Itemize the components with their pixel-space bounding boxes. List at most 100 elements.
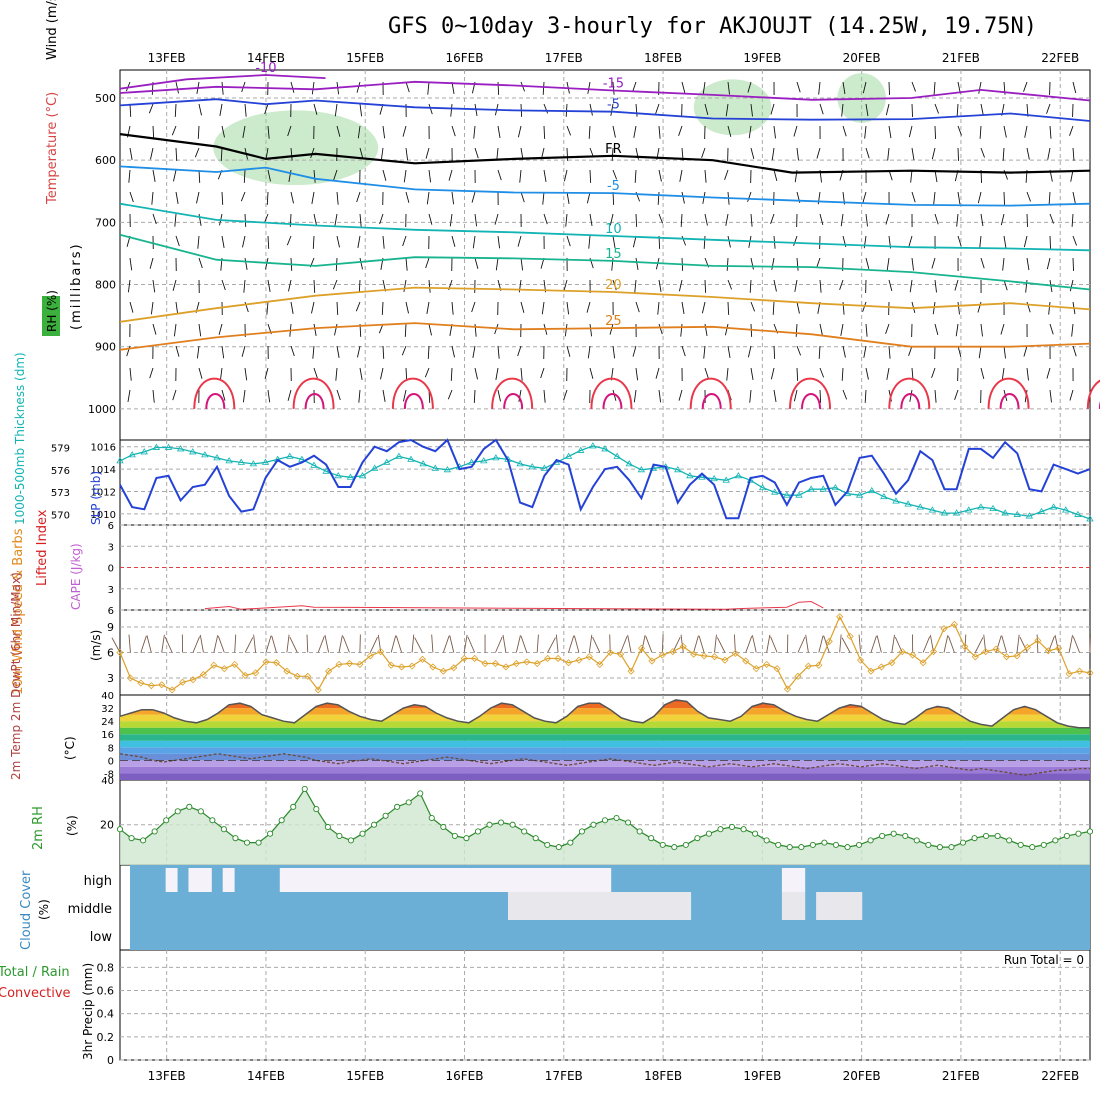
upper-wind-barb (129, 147, 133, 160)
upper-wind-barb (474, 147, 479, 159)
thickness-marker (795, 491, 803, 498)
cloud-cell-middle (553, 892, 566, 920)
upper-wind-barb (196, 191, 200, 204)
rh-marker (440, 823, 447, 831)
wind-barb (431, 634, 434, 653)
rh-marker (463, 835, 470, 842)
run-total: Run Total = 0 (1004, 953, 1084, 967)
wind-speed-marker (669, 648, 677, 656)
rh-marker (532, 835, 539, 842)
upper-wind-barb (589, 367, 594, 379)
upper-wind-barb (129, 257, 133, 271)
wind-barb (192, 636, 200, 653)
wind-speed-marker (877, 663, 885, 671)
isotherm-label-25: 25 (605, 314, 622, 329)
upper-wind-barb (658, 169, 662, 182)
rh-marker (625, 819, 632, 826)
upper-wind-barb (198, 169, 201, 183)
thickness-marker (698, 473, 706, 480)
upper-wind-barb (1023, 345, 1028, 357)
wind-barb (390, 635, 397, 653)
thickness-marker (771, 488, 779, 495)
upper-wind-barb (1047, 147, 1051, 160)
upper-wind-barb (609, 213, 614, 226)
upper-wind-barb (381, 301, 384, 315)
cloud-cell-middle (827, 892, 840, 920)
wind-speed-marker (606, 648, 614, 657)
rh-marker (382, 812, 389, 819)
upper-wind-barb (771, 257, 775, 270)
rh-marker (151, 828, 158, 835)
upper-wind-barb (221, 191, 224, 205)
upper-wind-barb (497, 125, 501, 139)
thickness-marker (358, 472, 367, 479)
upper-wind-barb (796, 345, 802, 356)
upper-wind-barb (266, 191, 269, 205)
rh-marker (821, 839, 828, 846)
upper-wind-barb (657, 301, 660, 315)
upper-wind-barb (380, 367, 384, 380)
thickness-marker (783, 491, 791, 498)
legend-lifted-index: Lifted Index (35, 509, 50, 586)
cloud-cell-high (519, 868, 532, 892)
wind-speed-marker (293, 672, 301, 680)
cloud-cell-middle (644, 892, 657, 920)
rh-marker (1052, 837, 1059, 844)
wind-speed-marker (544, 654, 552, 663)
wind-barb (797, 636, 806, 653)
wind-speed-marker (1044, 647, 1052, 655)
upper-wind-barb (405, 147, 409, 161)
wind-speed-marker (1002, 653, 1011, 661)
cape-panel: 6 3 0 3 6 (108, 521, 1090, 617)
upper-wind-barb (290, 81, 295, 93)
upper-wind-barb (701, 147, 706, 158)
upper-wind-barb (819, 367, 825, 378)
wind-speed-marker (241, 671, 249, 680)
upper-wind-barb (704, 323, 708, 337)
upper-wind-barb (335, 367, 338, 381)
thickness-marker (407, 455, 415, 462)
wind-barb (306, 634, 309, 653)
upper-wind-barb (379, 213, 384, 225)
upper-wind-barb (129, 191, 134, 203)
upper-wind-barb (612, 345, 616, 359)
cloud-cell-high (450, 868, 463, 892)
thickness-marker (346, 473, 355, 480)
thickness-marker (613, 452, 621, 459)
wind-barb (588, 634, 593, 653)
upper-wind-barb (980, 147, 985, 158)
wind-barb (1019, 637, 1028, 653)
upper-wind-barb (611, 147, 614, 161)
temp-tick: 40 (101, 776, 114, 787)
wind-speed-marker (679, 642, 687, 651)
thickness-marker (467, 458, 476, 465)
x-tick-bottom-20FEB: 20FEB (843, 1069, 881, 1083)
upper-wind-barb (425, 147, 430, 159)
upper-wind-barb (313, 103, 318, 115)
wind-barb (146, 635, 152, 653)
upper-wind-barb (494, 213, 499, 225)
upper-wind-barb (658, 125, 661, 139)
cloud-cell-middle (508, 892, 520, 920)
rh-marker (636, 828, 643, 835)
upper-wind-barb (773, 279, 777, 292)
thickness-marker (686, 472, 694, 479)
cloud-cell-middle (519, 892, 532, 920)
upper-wind-barb (471, 301, 476, 313)
wind-barb (573, 635, 580, 653)
upper-wind-barb (1049, 323, 1054, 335)
rh-marker (648, 835, 655, 842)
wind-barb (714, 634, 717, 653)
temp-band (120, 734, 1090, 741)
upper-wind-barb (288, 169, 292, 182)
temp-band (120, 773, 1090, 780)
rh-marker (717, 826, 724, 833)
upper-wind-barb (725, 103, 729, 117)
warm-contour-30 (987, 377, 1030, 409)
wind-speed-marker (690, 650, 698, 658)
temp-tick: 0 (108, 756, 114, 767)
upper-wind-barb (589, 169, 592, 183)
upper-wind-barb (566, 235, 571, 247)
wind-speed-marker (856, 656, 865, 664)
upper-wind-barb (334, 323, 338, 336)
